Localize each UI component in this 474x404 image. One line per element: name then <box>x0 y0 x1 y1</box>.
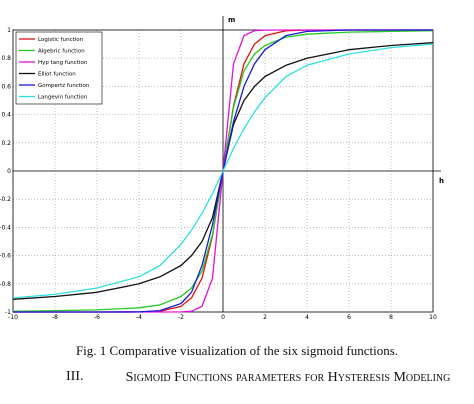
y-tick-label: 0 <box>7 168 11 175</box>
legend-entry: Elliot function <box>38 72 76 78</box>
series-lines <box>12 29 434 313</box>
x-tick-label: -2 <box>178 314 184 321</box>
y-tick-label: -1 <box>5 309 11 316</box>
y-tick-label: -0.6 <box>0 253 11 260</box>
y-tick-label: 0.8 <box>1 55 11 62</box>
x-tick-label: 10 <box>429 314 437 321</box>
x-tick-label: -6 <box>94 314 100 321</box>
y-axis-label: m <box>228 16 235 24</box>
y-tick-label: -0.2 <box>0 196 11 203</box>
x-tick-label: -8 <box>52 314 58 321</box>
sigmoid-chart: -10 -8 -6 -4 -2 0 2 4 6 8 10 1 0.8 0.6 0.4 0.2 0 -0.2 -0.4… <box>0 16 444 321</box>
y-tick-label: 1 <box>7 27 11 34</box>
x-tick-label: -4 <box>136 314 142 321</box>
tick-labels: -10 -8 -6 -4 -2 0 2 4 6 8 10 1 0.8 0.6 0.4 0.2 0 -0.2 -0.4… <box>0 27 437 321</box>
x-tick-label: 2 <box>263 314 267 321</box>
section-number: III. <box>66 369 84 384</box>
y-tick-label: 0.4 <box>1 112 11 119</box>
legend-entry: Hyp tang function <box>38 60 88 66</box>
legend: Logistic function Algebric function Hyp ta… <box>15 31 103 105</box>
legend-entry: Logistic function <box>38 37 84 43</box>
x-tick-label: 0 <box>221 314 225 321</box>
legend-entry: Gompertz function <box>38 83 90 89</box>
x-axis-label: h <box>439 177 444 185</box>
y-tick-label: -0.4 <box>0 224 11 231</box>
axes <box>12 16 441 313</box>
section-title: Sigmoid Functions parameters for Hystere… <box>125 370 451 385</box>
y-tick-label: -0.8 <box>0 281 11 288</box>
y-tick-label: 0.2 <box>1 140 11 147</box>
series-line <box>12 43 434 299</box>
legend-box <box>15 31 103 105</box>
y-tick-label: 0.6 <box>1 83 11 90</box>
x-tick-label: 8 <box>389 314 393 321</box>
legend-entry: Langevin function <box>38 95 88 101</box>
x-tick-label: -10 <box>8 314 18 321</box>
figure-caption: Fig. 1 Comparative visualization of the … <box>75 343 399 358</box>
x-tick-label: 4 <box>305 314 309 321</box>
x-tick-label: 6 <box>347 314 351 321</box>
legend-entry: Algebric function <box>38 49 85 55</box>
